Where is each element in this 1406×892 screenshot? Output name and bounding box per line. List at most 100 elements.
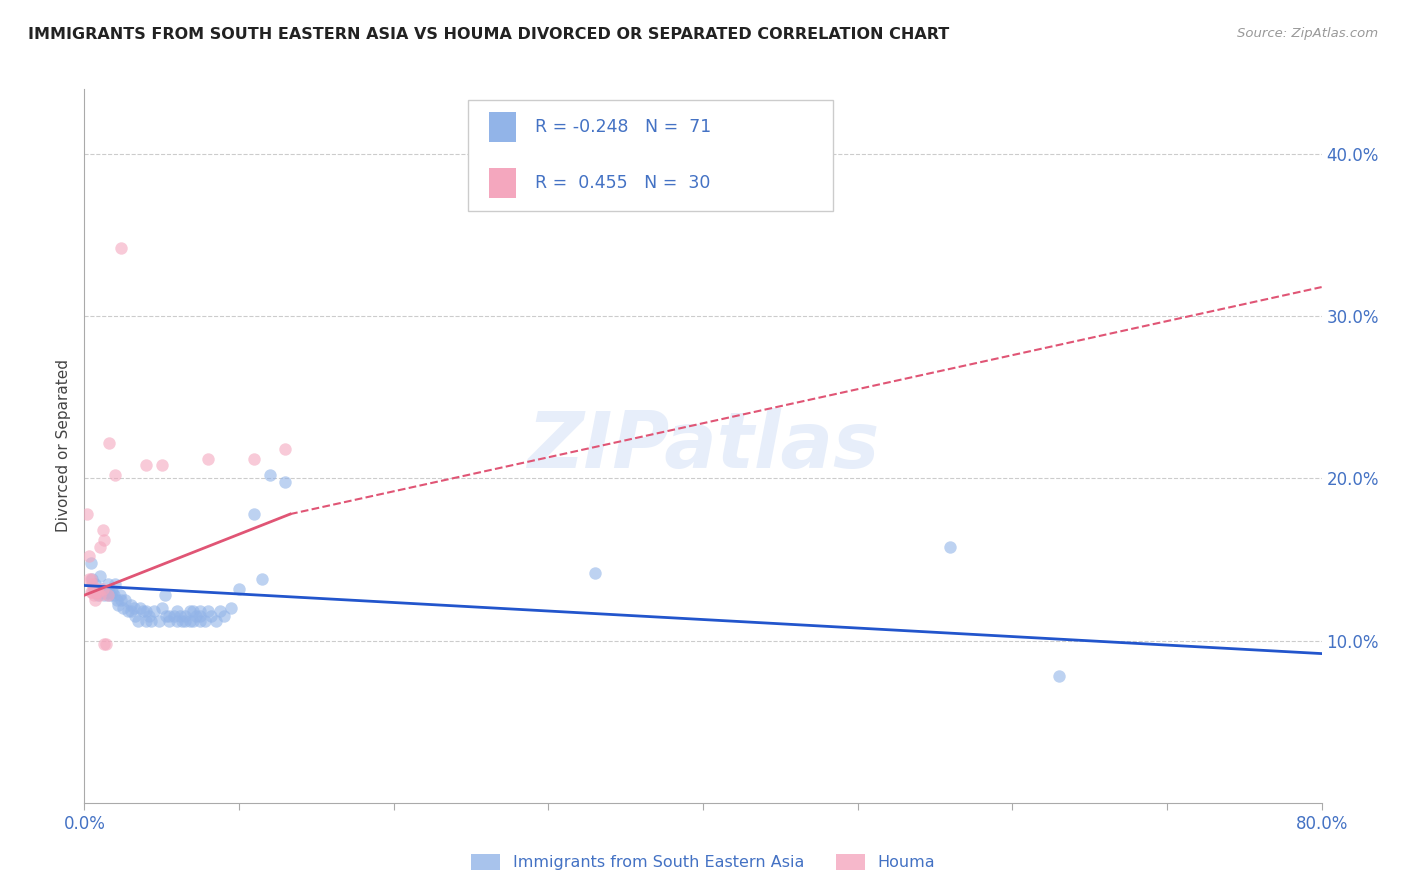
Point: [114, 593, 136, 607]
Point: [129, 601, 152, 615]
Point: [259, 468, 281, 483]
Point: [205, 614, 228, 628]
Point: [135, 458, 157, 473]
Point: [228, 582, 250, 596]
Point: [83, 582, 105, 596]
Point: [89, 540, 111, 554]
Point: [169, 609, 191, 624]
Point: [135, 604, 157, 618]
Point: [82, 577, 104, 591]
Point: [82, 585, 104, 599]
Point: [110, 593, 132, 607]
Point: [101, 585, 124, 599]
Point: [110, 241, 132, 255]
Point: [179, 604, 201, 618]
Point: [86, 582, 108, 596]
Point: [83, 582, 105, 596]
Point: [150, 458, 173, 473]
Point: [138, 609, 160, 624]
Point: [97, 588, 120, 602]
Point: [103, 588, 125, 602]
Point: [97, 577, 120, 591]
Point: [120, 604, 142, 618]
Point: [184, 609, 207, 624]
Text: R = -0.248   N =  71: R = -0.248 N = 71: [534, 118, 711, 136]
Point: [76, 507, 98, 521]
Point: [188, 604, 212, 618]
Point: [188, 609, 212, 624]
Point: [209, 604, 232, 618]
Point: [84, 585, 107, 599]
Point: [197, 604, 219, 618]
Point: [148, 614, 170, 628]
Y-axis label: Divorced or Separated: Divorced or Separated: [56, 359, 72, 533]
Point: [170, 614, 193, 628]
Point: [104, 577, 127, 591]
Point: [174, 614, 197, 628]
Point: [98, 585, 121, 599]
Point: [98, 435, 121, 450]
Point: [87, 588, 110, 602]
Point: [87, 585, 110, 599]
Point: [135, 614, 157, 628]
Point: [91, 582, 114, 596]
Point: [84, 593, 107, 607]
Point: [179, 614, 201, 628]
Point: [243, 452, 266, 467]
Point: [243, 507, 266, 521]
Point: [79, 585, 101, 599]
Point: [79, 556, 101, 570]
Point: [124, 609, 146, 624]
Point: [108, 588, 131, 602]
Point: [93, 637, 115, 651]
Text: IMMIGRANTS FROM SOUTH EASTERN ASIA VS HOUMA DIVORCED OR SEPARATED CORRELATION CH: IMMIGRANTS FROM SOUTH EASTERN ASIA VS HO…: [28, 27, 949, 42]
Point: [84, 577, 107, 591]
Point: [200, 609, 222, 624]
Point: [93, 588, 115, 602]
Point: [166, 614, 188, 628]
Point: [83, 588, 105, 602]
Point: [174, 609, 197, 624]
Point: [153, 588, 176, 602]
Point: [89, 588, 111, 602]
Point: [128, 614, 150, 628]
Point: [100, 588, 122, 602]
Point: [166, 604, 188, 618]
Point: [939, 540, 962, 554]
Point: [252, 572, 274, 586]
Point: [86, 585, 108, 599]
Point: [107, 598, 129, 612]
Legend: Immigrants from South Eastern Asia, Houma: Immigrants from South Eastern Asia, Houm…: [464, 847, 942, 877]
FancyBboxPatch shape: [468, 100, 832, 211]
Point: [77, 572, 100, 586]
Point: [132, 604, 155, 618]
Point: [212, 609, 235, 624]
Point: [197, 452, 219, 467]
Point: [77, 549, 100, 564]
Point: [120, 598, 142, 612]
Point: [97, 588, 120, 602]
Point: [150, 601, 173, 615]
Point: [159, 609, 181, 624]
Point: [274, 442, 297, 457]
Point: [122, 601, 145, 615]
Point: [194, 614, 217, 628]
Point: [94, 637, 117, 651]
Point: [139, 614, 162, 628]
FancyBboxPatch shape: [489, 169, 516, 198]
Text: ZIPatlas: ZIPatlas: [527, 408, 879, 484]
Point: [79, 572, 101, 586]
Point: [181, 604, 204, 618]
Point: [91, 524, 114, 538]
Point: [90, 582, 112, 596]
Point: [86, 585, 108, 599]
Point: [117, 604, 139, 618]
Point: [112, 601, 135, 615]
Text: Source: ZipAtlas.com: Source: ZipAtlas.com: [1237, 27, 1378, 40]
Point: [181, 614, 204, 628]
Point: [143, 604, 166, 618]
Point: [91, 585, 114, 599]
Point: [105, 593, 128, 607]
FancyBboxPatch shape: [489, 112, 516, 142]
Point: [221, 601, 243, 615]
